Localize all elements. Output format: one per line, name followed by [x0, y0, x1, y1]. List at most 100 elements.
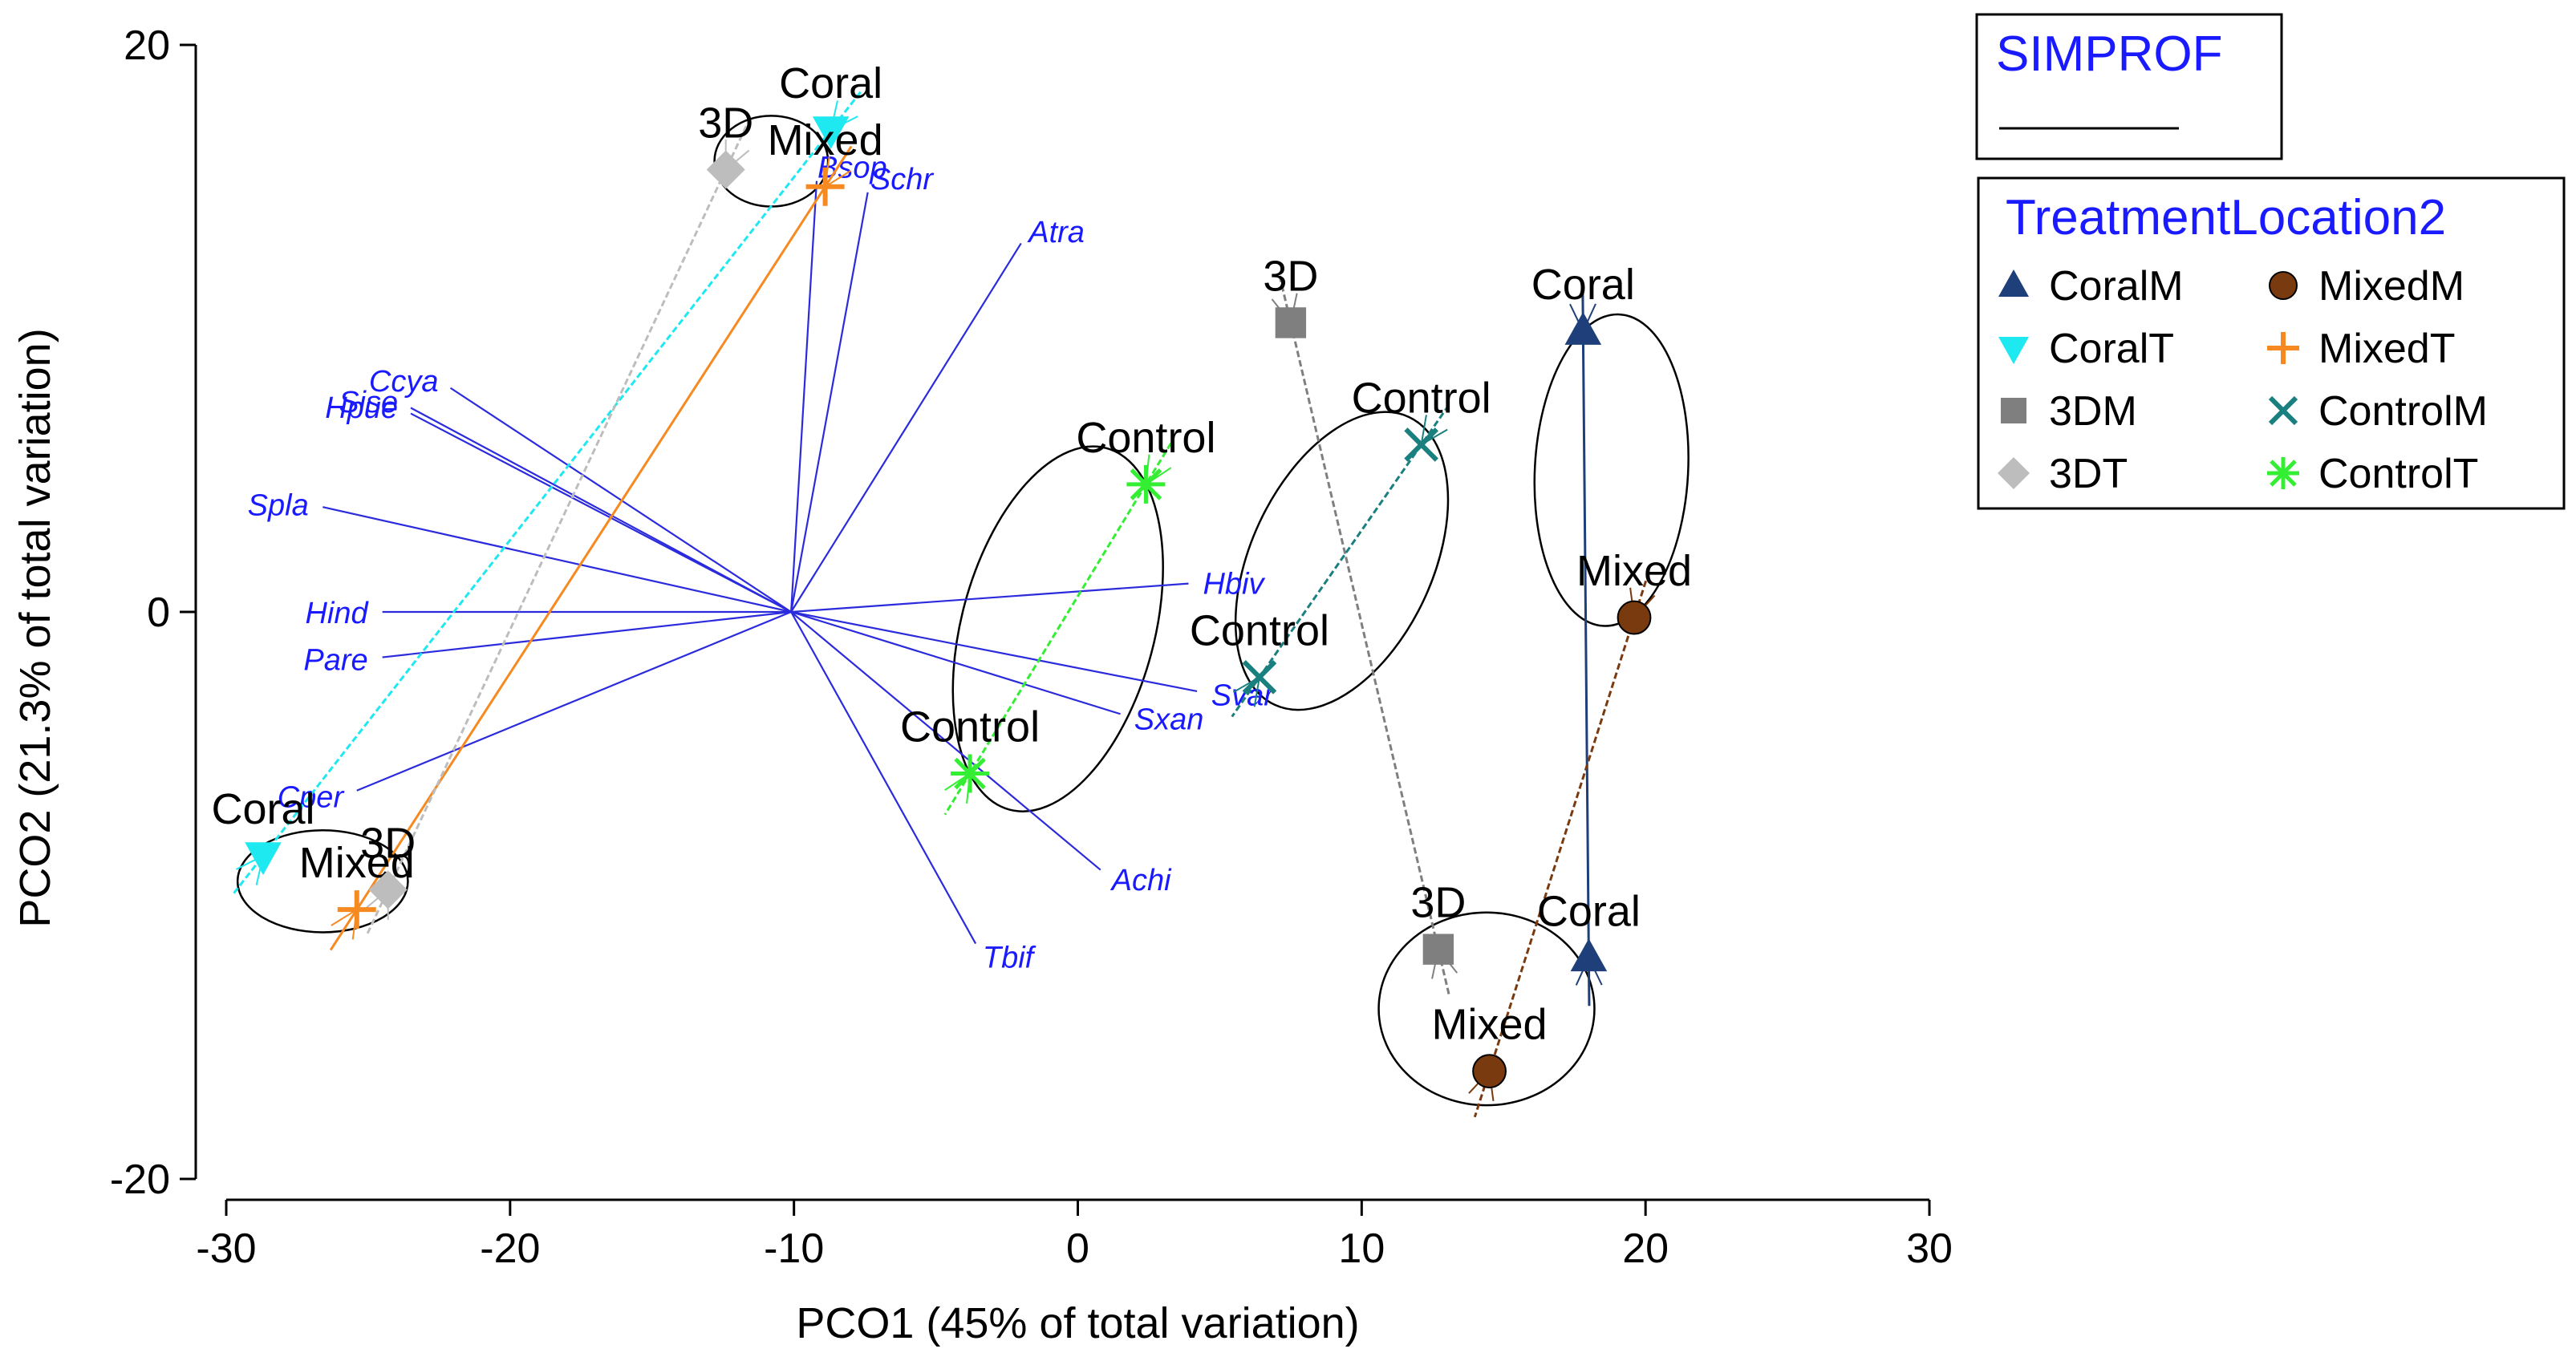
- treatment-legend: TreatmentLocation2 CoralM MixedM CoralT Mix…: [1977, 176, 2566, 510]
- y-tick-label: 20: [124, 22, 170, 69]
- point-label: Coral: [1531, 261, 1635, 309]
- point-marker: [951, 754, 990, 793]
- vector-label: Cper: [278, 781, 345, 815]
- point-marker: [1242, 659, 1277, 695]
- legend-label: CoralM: [2049, 263, 2184, 310]
- trajectory-line: [1473, 571, 1650, 1118]
- legend-label: 3DM: [2049, 388, 2137, 435]
- vector-label: Tbif: [983, 941, 1036, 974]
- x-tick-label: 10: [1338, 1225, 1385, 1272]
- trajectory-fin: [1253, 677, 1260, 707]
- point-marker: [805, 167, 845, 206]
- trajectory-line: [1278, 275, 1451, 997]
- vector-line: [791, 582, 1189, 614]
- x-tick-label: 20: [1622, 1225, 1669, 1272]
- data-points: CoralCoralMixedMixedCoralCoralMixedMixed…: [211, 59, 1692, 1089]
- point-label: Control: [1190, 606, 1329, 654]
- legend-marker: [2268, 395, 2298, 426]
- point-label: Control: [900, 703, 1040, 751]
- point-marker: [1404, 427, 1438, 462]
- vector-line: [356, 610, 792, 792]
- trajectory-line: [329, 145, 853, 951]
- point-label: Mixed: [1576, 547, 1692, 595]
- vector-label: Sise: [339, 386, 398, 419]
- trajectory-line: [232, 91, 862, 895]
- point-marker: [245, 842, 282, 876]
- point-marker: [1570, 938, 1608, 972]
- y-tick-label: 0: [147, 589, 170, 636]
- legend-marker: [2267, 457, 2299, 489]
- trajectory-line: [943, 442, 1172, 816]
- trajectory-line: [1581, 283, 1591, 1007]
- trajectory-fin: [825, 170, 852, 188]
- vector-line: [790, 611, 1101, 871]
- x-axis-title: PCO1 (45% of total variation): [796, 1299, 1359, 1347]
- vector-line: [410, 412, 792, 613]
- point-label: Coral: [1537, 887, 1641, 935]
- x-tick-label: 0: [1066, 1225, 1089, 1272]
- legend-marker: [1998, 269, 2029, 297]
- point-marker: [706, 150, 745, 189]
- point-label: 3D: [698, 99, 753, 148]
- vector-label: Achi: [1110, 864, 1172, 897]
- point-label: Control: [1352, 374, 1491, 422]
- trajectory-fin: [331, 909, 358, 926]
- point-marker: [1472, 1054, 1507, 1089]
- legend-label: ControlT: [2318, 451, 2478, 497]
- cluster-ellipse: [1377, 911, 1596, 1107]
- vector-label: Hind: [305, 597, 369, 630]
- vector-label: Atra: [1027, 216, 1085, 249]
- vector-label: Sxan: [1134, 703, 1204, 737]
- point-label: 3D: [360, 819, 416, 867]
- vector-line: [790, 180, 818, 613]
- point-label: Mixed: [1432, 1001, 1548, 1049]
- species-vectors: BsopSchrAtraCcyaSiseHpueSplaHindPareCper…: [248, 152, 1276, 975]
- point-marker: [368, 870, 408, 909]
- y-tick-label: -20: [110, 1156, 170, 1203]
- simprof-legend-title: SIMPROF: [1996, 26, 2222, 82]
- trajectory-line: [366, 125, 748, 934]
- simprof-clusters: [236, 115, 1690, 1107]
- vector-label: Schr: [870, 163, 934, 196]
- point-marker: [1617, 600, 1652, 635]
- point-marker: [1126, 464, 1166, 504]
- legend-marker: [1998, 457, 2030, 489]
- trajectory-fin: [1420, 415, 1427, 445]
- vector-line: [790, 610, 1198, 693]
- point-marker: [1275, 307, 1307, 338]
- point-label: Coral: [779, 59, 882, 107]
- legend-marker: [2269, 271, 2298, 300]
- legend-marker: [2001, 398, 2026, 423]
- point-label: Mixed: [768, 116, 883, 164]
- legend-label: ControlM: [2318, 388, 2488, 435]
- treatment-legend-title: TreatmentLocation2: [2006, 190, 2446, 245]
- cluster-ellipse: [236, 828, 409, 934]
- legend-marker: [2267, 332, 2299, 364]
- legend-label: CoralT: [2049, 326, 2174, 372]
- point-label: 3D: [1410, 879, 1466, 927]
- cluster-ellipse: [1533, 313, 1690, 627]
- legend-label: MixedM: [2318, 263, 2464, 310]
- cluster-ellipse: [951, 445, 1164, 812]
- point-marker: [337, 890, 376, 930]
- vector-line: [323, 506, 792, 614]
- x-tick-label: 30: [1906, 1225, 1953, 1272]
- axes: -30 -20 -10 0 10 20 30 -20 0 20: [110, 22, 1953, 1272]
- trajectory-line: [1231, 404, 1450, 718]
- y-axis-title: PCO2 (21.3% of total variation): [11, 328, 59, 927]
- vector-line: [790, 610, 1121, 715]
- vector-label: Ccya: [369, 365, 439, 399]
- vector-line: [790, 192, 869, 613]
- vector-line: [790, 611, 977, 945]
- vector-line: [382, 610, 792, 658]
- vector-label: Hpue: [325, 391, 398, 425]
- legend-label: 3DT: [2049, 451, 2128, 497]
- legend-marker: [1998, 337, 2029, 364]
- simprof-legend-box: [1975, 13, 2283, 160]
- point-label: Control: [1076, 414, 1215, 462]
- x-tick-label: -30: [196, 1225, 256, 1272]
- vector-label: Pare: [303, 644, 367, 678]
- point-marker: [812, 116, 850, 150]
- point-marker: [1422, 934, 1454, 965]
